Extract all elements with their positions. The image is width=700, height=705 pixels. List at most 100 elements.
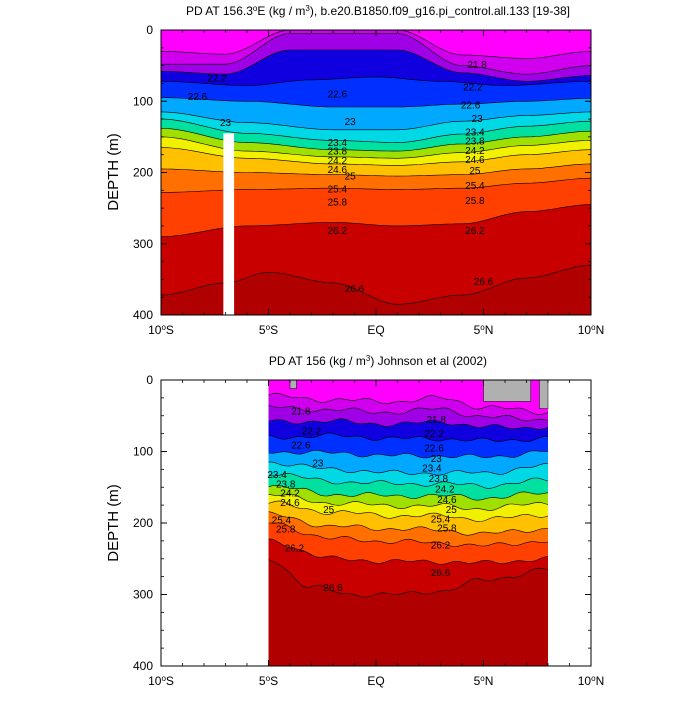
contour-label: 26.2 — [431, 541, 451, 552]
contour-line-24.6 — [268, 493, 549, 511]
missing-data-patch — [539, 379, 549, 409]
contour-label: 23 — [312, 459, 324, 470]
contour-band-25.4 — [161, 163, 591, 193]
contour-band-24.2 — [161, 128, 591, 159]
contour-band-25.8 — [268, 522, 548, 565]
contour-label: 24.6 — [280, 498, 300, 509]
y-tick-label: 0 — [146, 23, 153, 37]
contour-band-26.2 — [268, 538, 548, 598]
contour-label: 23.8 — [429, 474, 449, 485]
contour-label: 23.4 — [328, 138, 348, 149]
contour-label: 25.4 — [328, 184, 348, 195]
y-tick-label: 200 — [133, 166, 153, 180]
contour-label: 24.2 — [465, 146, 485, 157]
contour-label: 23.8 — [465, 137, 485, 148]
contour-label: 25.4 — [431, 514, 451, 525]
x-tick-label: 10oS — [148, 323, 174, 338]
contour-line-22.6 — [268, 432, 549, 443]
contour-band-24.6 — [161, 136, 591, 166]
contour-band-22.2 — [268, 418, 548, 442]
contour-band-deepest — [268, 559, 548, 666]
contour-label: 26.6 — [431, 568, 451, 579]
contour-band-24.6 — [268, 494, 548, 522]
contour-label: 21.8 — [426, 415, 446, 426]
contour-band-22.6 — [268, 433, 548, 458]
contour-label: 24.2 — [435, 484, 455, 495]
top-y-axis-label: DEPTH (m) — [105, 133, 122, 211]
y-tick-label: 400 — [133, 659, 153, 673]
bottom-filled-contours — [268, 380, 548, 666]
contour-line-23 — [268, 449, 549, 459]
contour-label: 25 — [469, 166, 481, 177]
contour-line-21.8 — [268, 405, 549, 422]
contour-band-25.4 — [268, 511, 548, 547]
top-panel-title: PD AT 156.3oE (kg / m3), b.e20.B1850.f09… — [186, 4, 570, 19]
contour-label: 24.2 — [328, 156, 348, 167]
contour-label: 22.2 — [302, 426, 322, 437]
contour-label: 26.6 — [323, 583, 343, 594]
bottom-contour-lines — [268, 392, 549, 598]
top-x-axis: 10oS 5oS EQ 5oN 10oN — [148, 30, 604, 337]
contour-label: 22.2 — [207, 73, 227, 84]
y-tick-label: 400 — [133, 308, 153, 322]
contour-line-25.8 — [268, 522, 549, 547]
contour-line-23.4 — [268, 461, 549, 476]
bottom-x-axis: 10oS 5oS EQ 5oN 10oN — [148, 380, 604, 688]
contour-band-21.6 — [268, 393, 548, 421]
contour-line-21.6 — [268, 392, 549, 415]
contour-label: 23.4 — [465, 127, 485, 138]
contour-line-22.2 — [268, 418, 549, 430]
contour-label: 23 — [472, 114, 484, 125]
contour-band-26.2 — [161, 204, 591, 305]
missing-data-patch — [483, 379, 532, 402]
x-tick-label: 5oS — [259, 674, 278, 689]
x-tick-label: 5oS — [259, 323, 278, 338]
bottom-missing-data — [289, 379, 549, 409]
contour-band-21.8 — [268, 405, 548, 430]
contour-band-21.6 — [161, 30, 591, 75]
contour-label: 26.2 — [285, 544, 305, 555]
contour-band-23.8 — [161, 119, 591, 152]
contour-line-21.6 — [161, 30, 591, 59]
contour-label: 25.8 — [465, 196, 485, 207]
contour-label: 22.6 — [424, 444, 444, 455]
bottom-contour-labels: 21.822.222.62323.423.824.224.62525.425.8… — [267, 406, 457, 594]
contour-label: 24.2 — [280, 489, 300, 500]
x-tick-label: 5oN — [474, 674, 494, 689]
contour-label: 24.6 — [437, 495, 457, 506]
contour-label: 23.4 — [422, 464, 442, 475]
top-panel: PD AT 156.3oE (kg / m3), b.e20.B1850.f09… — [105, 4, 604, 338]
contour-label: 22.2 — [424, 429, 444, 440]
contour-band-22.2 — [161, 50, 591, 86]
missing-data-patch — [289, 379, 297, 389]
contour-label: 24.6 — [465, 155, 485, 166]
contour-line-26.6 — [268, 559, 549, 598]
contour-label: 25.8 — [328, 197, 348, 208]
x-tick-label: EQ — [367, 323, 384, 337]
y-tick-label: 300 — [133, 237, 153, 251]
contour-label: 26.2 — [465, 226, 485, 237]
contour-line-25.4 — [268, 511, 549, 536]
contour-label: 25.4 — [465, 181, 485, 192]
y-tick-label: 100 — [133, 445, 153, 459]
contour-label: 22.6 — [328, 90, 348, 101]
contour-label: 26.6 — [345, 284, 365, 295]
contour-line-23 — [161, 97, 591, 108]
contour-band-25.8 — [161, 178, 591, 237]
contour-band-25 — [161, 147, 591, 177]
x-tick-label: 5oN — [474, 323, 494, 338]
contour-band-23.4 — [268, 462, 548, 489]
x-tick-label: EQ — [367, 674, 384, 688]
bottom-y-axis: 0 100 200 300 400 — [133, 373, 591, 673]
y-tick-label: 100 — [133, 94, 153, 108]
contour-label: 25 — [446, 505, 458, 516]
bottom-y-axis-label: DEPTH (m) — [105, 484, 122, 562]
contour-band-21.8 — [161, 33, 591, 82]
contour-line-22.2 — [161, 49, 591, 82]
contour-label: 25.4 — [272, 516, 292, 527]
bottom-panel: PD AT 156 (kg / m3) Johnson et al (2002)… — [105, 354, 604, 689]
contour-label: 25.8 — [437, 524, 457, 535]
contour-line-23.8 — [268, 473, 549, 489]
top-y-axis: 0 100 200 300 400 — [133, 23, 591, 322]
